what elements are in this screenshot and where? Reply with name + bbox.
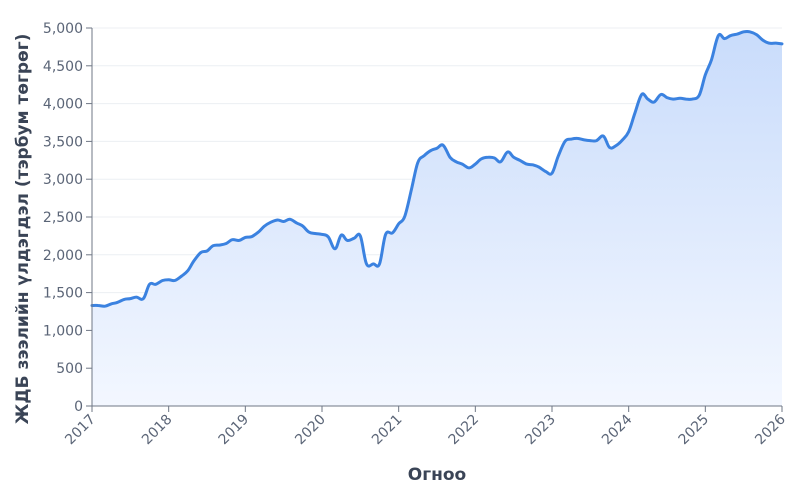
y-tick-label: 4,000 [43, 97, 83, 113]
x-tick-label: 2024 [599, 411, 636, 448]
y-tick-label: 4,500 [43, 59, 83, 75]
y-tick-label: 0 [74, 399, 83, 415]
y-tick-label: 2,500 [43, 210, 83, 226]
x-tick-label: 2025 [676, 412, 713, 449]
x-axis-title: Огноо [408, 465, 466, 485]
y-tick-label: 500 [56, 361, 83, 377]
y-tick-label: 3,000 [43, 172, 83, 188]
x-tick-label: 2018 [139, 412, 176, 449]
x-tick-label: 2023 [522, 412, 559, 449]
x-tick-label: 2021 [369, 412, 406, 449]
x-tick-label: 2020 [292, 412, 329, 449]
x-tick-label: 2022 [446, 412, 483, 449]
y-tick-label: 1,500 [43, 286, 83, 302]
y-axis-title: ЖДБ зээлийн үлдэгдэл (тэрбум төгрөг) [13, 34, 33, 425]
area-fill [92, 31, 782, 406]
y-axis-ticks: 0 500 1,000 1,500 2,000 2,500 3,000 3,500 4,000 4… [43, 21, 92, 415]
x-axis-ticks: 2017 2018 2019 2020 2021 2022 2023 2024 2025 2026 [62, 406, 789, 448]
x-tick-label: 2026 [752, 411, 789, 448]
y-tick-label: 1,000 [43, 323, 83, 339]
y-tick-label: 2,000 [43, 248, 83, 264]
y-tick-label: 5,000 [43, 21, 83, 37]
x-tick-label: 2019 [216, 412, 253, 449]
y-tick-label: 3,500 [43, 134, 83, 150]
series-line [90, 29, 784, 308]
x-tick-label: 2017 [62, 412, 99, 449]
